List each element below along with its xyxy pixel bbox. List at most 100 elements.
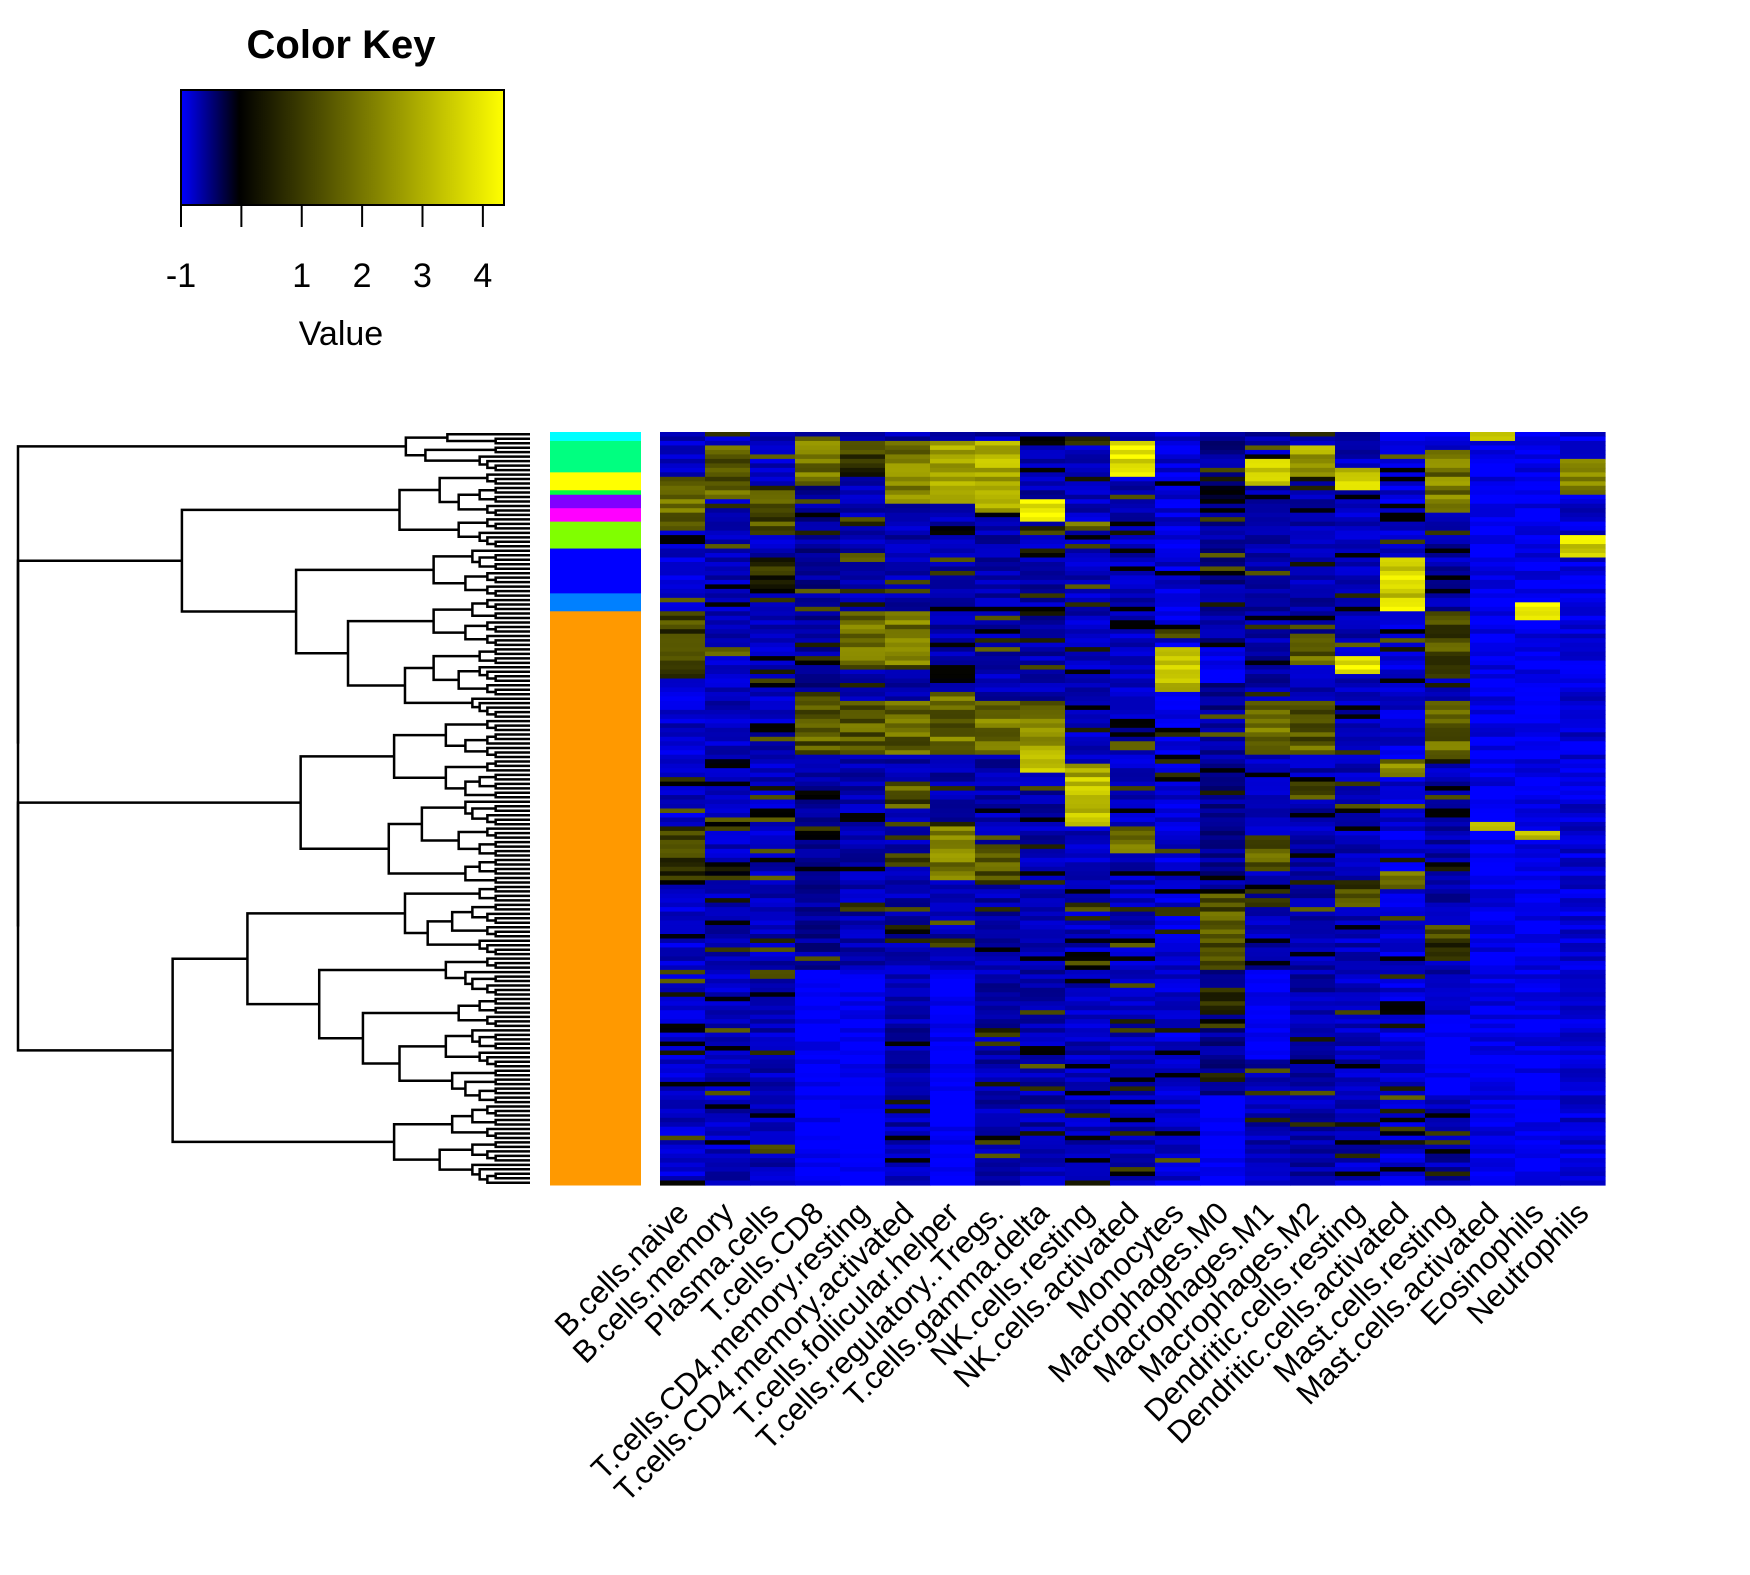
heatmap-cell — [975, 1153, 1021, 1159]
heatmap-cell — [1200, 1171, 1246, 1177]
heatmap-cell — [750, 1153, 796, 1159]
heatmap-cell — [885, 947, 931, 953]
heatmap-cell — [885, 902, 931, 908]
heatmap-cell — [840, 732, 886, 738]
heatmap-cell — [885, 432, 931, 438]
heatmap-cell — [1470, 1010, 1516, 1016]
heatmap-cell — [1290, 490, 1336, 496]
heatmap-cell — [1065, 812, 1111, 819]
heatmap-cell — [1290, 1104, 1336, 1110]
heatmap-cell — [1515, 1059, 1561, 1065]
heatmap-cell — [795, 1037, 841, 1043]
row-side-color — [550, 508, 641, 523]
heatmap-cell — [705, 893, 751, 899]
heatmap-cell — [705, 759, 751, 765]
dendrogram-branch — [450, 1114, 488, 1134]
heatmap-cell — [1290, 1019, 1336, 1025]
heatmap-cell — [975, 992, 1021, 998]
heatmap-cell — [1290, 440, 1336, 447]
heatmap-cell — [885, 1001, 931, 1007]
heatmap-cell — [1425, 911, 1471, 917]
heatmap-cell — [795, 754, 841, 760]
heatmap-cell — [1290, 669, 1336, 675]
heatmap-cell — [1425, 718, 1471, 724]
heatmap-cell — [840, 651, 886, 657]
heatmap-cell — [1515, 691, 1561, 698]
heatmap-cell — [840, 611, 886, 617]
heatmap-cell — [1470, 633, 1516, 639]
heatmap-cell — [1425, 745, 1471, 751]
heatmap-cell — [975, 548, 1021, 554]
heatmap-cell — [705, 584, 751, 590]
heatmap-cell — [1560, 741, 1606, 747]
heatmap-cell — [1380, 1167, 1426, 1173]
dendrogram-branch — [494, 589, 530, 597]
heatmap-cell — [1515, 826, 1561, 832]
heatmap-cell — [660, 1028, 706, 1034]
heatmap-cell — [1380, 579, 1426, 585]
heatmap-cell — [1515, 741, 1561, 747]
heatmap-cell — [1515, 902, 1561, 908]
heatmap-cell — [1425, 665, 1471, 671]
heatmap-cell — [1065, 544, 1111, 550]
heatmap-cell — [1020, 696, 1066, 702]
heatmap-cell — [885, 741, 931, 747]
heatmap-cell — [885, 889, 931, 895]
heatmap-cell — [1425, 835, 1471, 841]
heatmap-cell — [795, 705, 841, 711]
heatmap-cell — [1515, 440, 1561, 447]
heatmap-cell — [1155, 508, 1201, 514]
heatmap-cell — [1380, 1077, 1426, 1083]
heatmap-cell — [1380, 467, 1426, 473]
heatmap-cell — [750, 463, 796, 469]
heatmap-cell — [705, 956, 751, 962]
heatmap-cell — [795, 629, 841, 635]
heatmap-cell — [930, 472, 976, 478]
heatmap-cell — [1425, 996, 1471, 1002]
row-side-colors — [550, 432, 641, 1186]
heatmap-cell — [885, 790, 931, 796]
heatmap-cell — [1290, 960, 1336, 966]
color-key-xlabel: Value — [299, 315, 383, 353]
heatmap-cell — [1335, 978, 1381, 984]
heatmap-cell — [1290, 750, 1336, 756]
dendrogram-branch — [464, 575, 488, 592]
heatmap-cell — [840, 1158, 886, 1164]
heatmap-cell — [975, 1099, 1021, 1105]
heatmap-cell — [660, 741, 706, 747]
heatmap-cell — [1560, 853, 1606, 859]
heatmap-cell — [930, 942, 976, 949]
heatmap-cell — [1290, 463, 1336, 469]
heatmap-cell — [660, 907, 706, 913]
heatmap-cell — [1470, 656, 1516, 662]
heatmap-cell — [930, 898, 976, 904]
heatmap-cell — [1110, 476, 1156, 482]
heatmap-cell — [750, 875, 796, 881]
heatmap-cell — [705, 674, 751, 680]
heatmap-cell — [1515, 678, 1561, 684]
heatmap-cell — [1470, 521, 1516, 527]
heatmap-cell — [705, 1077, 751, 1083]
heatmap-cell — [1200, 911, 1246, 917]
heatmap-cell — [1470, 1090, 1516, 1096]
heatmap-cell — [1020, 929, 1066, 935]
heatmap-cell — [1155, 1086, 1201, 1092]
heatmap-cell — [1425, 584, 1471, 590]
heatmap-cell — [1065, 705, 1111, 711]
heatmap-cell — [1560, 485, 1606, 491]
heatmap-cell — [750, 974, 796, 980]
heatmap-cell — [1425, 1149, 1471, 1155]
heatmap-cell — [1335, 1090, 1381, 1096]
heatmap-cell — [750, 947, 796, 953]
heatmap-cell — [1155, 808, 1201, 814]
heatmap-cell — [1470, 880, 1516, 886]
heatmap-cell — [930, 893, 976, 899]
heatmap-cell — [1155, 925, 1201, 931]
heatmap-cell — [1245, 1140, 1291, 1146]
heatmap-cell — [1380, 902, 1426, 908]
dendrogram-branch — [494, 1060, 530, 1068]
dendrogram-branch — [398, 488, 459, 532]
heatmap-cell — [1290, 620, 1336, 626]
dendrogram-branch — [471, 807, 496, 820]
heatmap-cell — [1380, 790, 1426, 796]
